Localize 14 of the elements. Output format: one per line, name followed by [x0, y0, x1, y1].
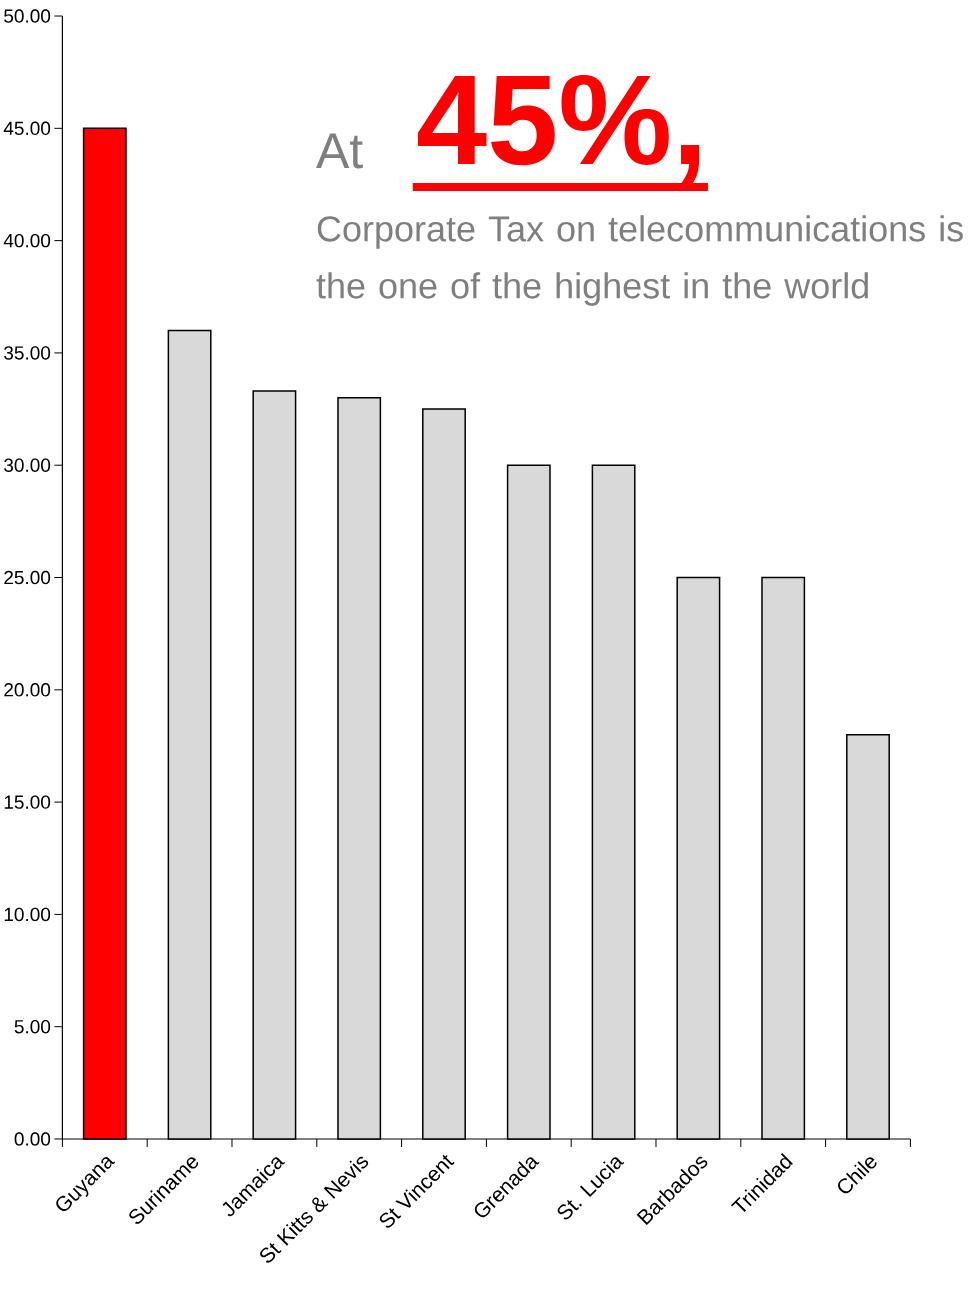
y-tick-label: 10.00	[4, 907, 51, 922]
annotation: Corporate Tax on telecommunications is the one of the highest in the world	[316, 215, 963, 306]
y-tick-label: 5.00	[14, 1019, 51, 1034]
y-tick-label: 0.00	[14, 1132, 51, 1146]
y-tick-label: 30.00	[4, 458, 51, 472]
annotation: At	[316, 133, 363, 169]
y-tick-label: 45.00	[3, 121, 51, 136]
annotation: 45%,	[418, 74, 700, 184]
y-tick-label: 20.00	[4, 683, 51, 697]
y-tick-label: 40.00	[3, 233, 51, 248]
y-tick-label: 25.00	[4, 570, 51, 585]
y-tick-label: 50.00	[4, 9, 51, 23]
y-tick-label: 35.00	[4, 346, 51, 360]
y-tick-label: 15.00	[4, 795, 51, 809]
